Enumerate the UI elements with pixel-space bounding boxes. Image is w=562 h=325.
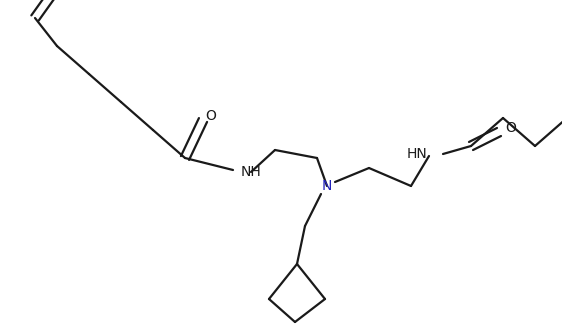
Text: O: O [506, 121, 516, 135]
Text: HN: HN [406, 147, 427, 161]
Text: N: N [322, 179, 332, 193]
Text: NH: NH [241, 165, 262, 179]
Text: O: O [206, 109, 216, 123]
